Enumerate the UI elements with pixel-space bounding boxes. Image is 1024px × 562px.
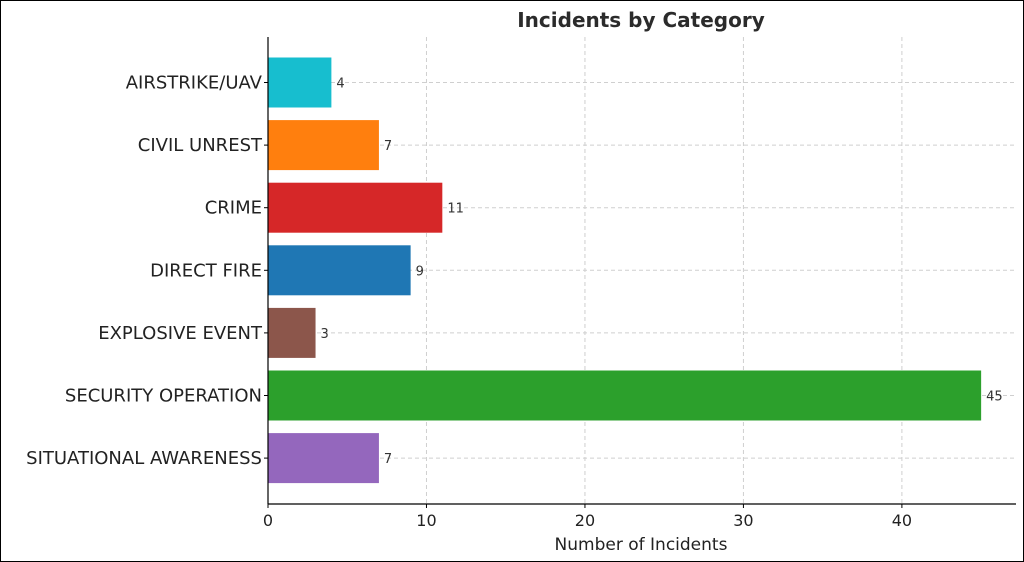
bar-direct-fire bbox=[268, 245, 411, 296]
y-tick-label-0: AIRSTRIKE/UAV bbox=[126, 73, 263, 94]
x-tick-label-20: 20 bbox=[575, 511, 595, 530]
bar-airstrike-uav bbox=[268, 57, 332, 108]
y-tick-label-1: CIVIL UNREST bbox=[138, 135, 263, 156]
data-labels: 4 7 11 9 3 45 7 bbox=[321, 77, 1003, 468]
bars bbox=[268, 57, 982, 484]
data-label-1: 7 bbox=[384, 139, 392, 154]
bar-crime bbox=[268, 182, 443, 233]
data-label-0: 4 bbox=[336, 77, 344, 92]
bar-explosive-event bbox=[268, 307, 316, 358]
bar-security-operation bbox=[268, 370, 982, 421]
y-tick-label-3: DIRECT FIRE bbox=[150, 260, 262, 281]
chart-title: Incidents by Category bbox=[517, 8, 765, 32]
data-label-6: 7 bbox=[384, 452, 392, 467]
data-label-2: 11 bbox=[447, 202, 464, 217]
data-label-4: 3 bbox=[321, 327, 329, 342]
y-tick-label-5: SECURITY OPERATION bbox=[65, 386, 262, 407]
y-tick-labels: AIRSTRIKE/UAV CIVIL UNREST CRIME DIRECT FIR… bbox=[26, 73, 268, 469]
x-tick-labels: 0 10 20 30 40 bbox=[263, 504, 912, 530]
x-axis-label: Number of Incidents bbox=[555, 535, 728, 555]
x-tick-label-40: 40 bbox=[892, 511, 912, 530]
data-label-5: 45 bbox=[986, 390, 1003, 405]
y-tick-label-2: CRIME bbox=[205, 198, 262, 219]
x-tick-label-0: 0 bbox=[263, 511, 273, 530]
y-tick-label-4: EXPLOSIVE EVENT bbox=[98, 323, 263, 344]
bar-civil-unrest bbox=[268, 120, 379, 171]
x-tick-label-10: 10 bbox=[416, 511, 436, 530]
data-label-3: 9 bbox=[416, 264, 424, 279]
y-tick-label-6: SITUATIONAL AWARENESS bbox=[26, 448, 262, 469]
x-tick-label-30: 30 bbox=[733, 511, 753, 530]
bar-situational-awareness bbox=[268, 433, 379, 484]
